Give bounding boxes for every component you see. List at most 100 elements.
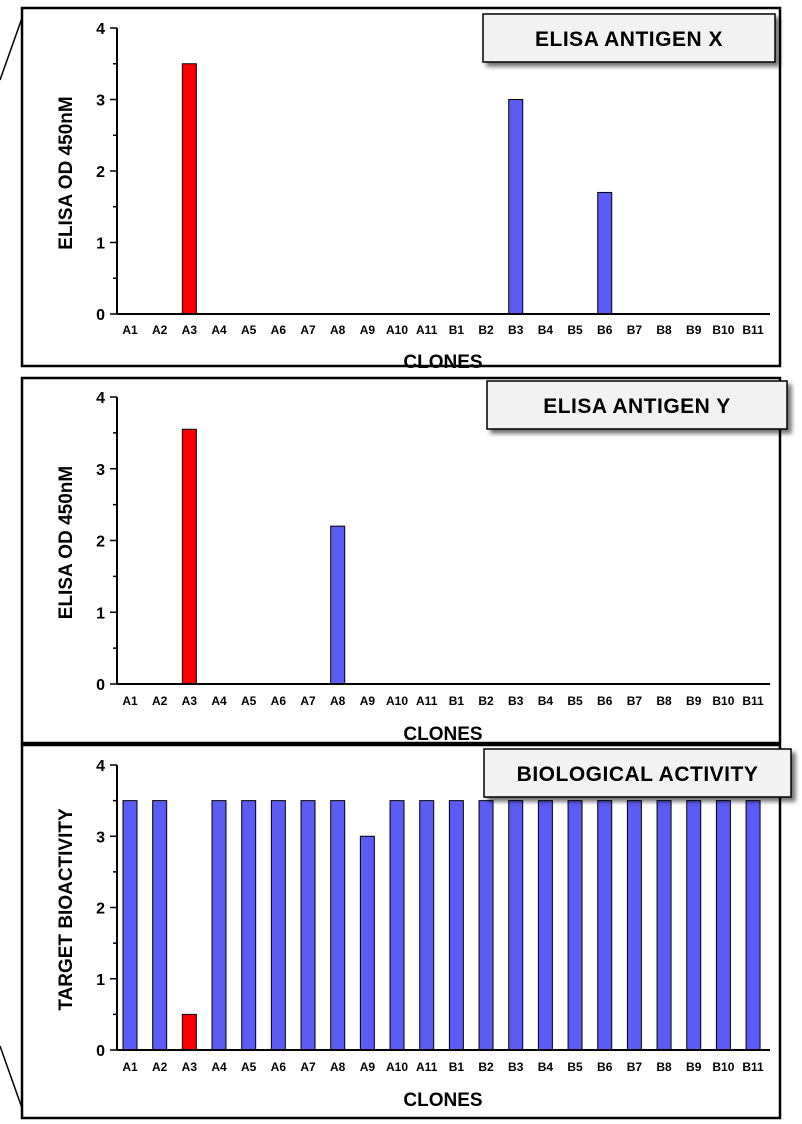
x-tick-label-B5: B5	[567, 323, 583, 337]
x-tick-label-B7: B7	[627, 1060, 643, 1074]
x-tick-label-B1: B1	[449, 323, 465, 337]
x-tick-label-B7: B7	[627, 694, 643, 708]
bar-A3	[181, 1013, 197, 1051]
x-tick-label-A11: A11	[416, 694, 438, 708]
bar-B6	[597, 191, 613, 315]
chart-title-box	[486, 380, 788, 430]
x-tick-label-B2: B2	[478, 694, 494, 708]
x-tick-label-B8: B8	[656, 323, 672, 337]
bar-B3	[508, 99, 524, 315]
bar-A6	[270, 800, 286, 1051]
x-tick-label-B2: B2	[478, 1060, 494, 1074]
x-tick-label-A4: A4	[211, 694, 227, 708]
bar-B4	[537, 800, 553, 1051]
x-tick-label-A1: A1	[122, 1060, 138, 1074]
bar-B3	[508, 800, 524, 1051]
x-tick-label-A4: A4	[211, 1060, 227, 1074]
x-tick-label-A9: A9	[360, 323, 376, 337]
bar-B9	[686, 800, 702, 1051]
bar-B1	[448, 800, 464, 1051]
chart-title-box	[482, 13, 776, 63]
x-tick-label-A1: A1	[122, 323, 138, 337]
y-tick-label: 4	[96, 390, 105, 407]
y-tick-label: 4	[96, 758, 105, 775]
bar-A3	[181, 63, 197, 315]
bar-B5	[567, 800, 583, 1051]
x-tick-label-A6: A6	[271, 1060, 287, 1074]
y-tick-label: 0	[96, 1043, 105, 1060]
y-axis-title: ELISA OD 450nM	[56, 466, 77, 619]
x-tick-label-A5: A5	[241, 323, 257, 337]
x-tick-label-B7: B7	[627, 323, 643, 337]
x-tick-label-A7: A7	[300, 694, 316, 708]
x-tick-label-A11: A11	[416, 323, 438, 337]
x-tick-label-A6: A6	[271, 694, 287, 708]
x-tick-label-B11: B11	[742, 694, 764, 708]
bar-B11	[745, 800, 761, 1051]
x-tick-label-A2: A2	[152, 323, 168, 337]
x-tick-label-B6: B6	[597, 1060, 613, 1074]
x-tick-label-B10: B10	[712, 323, 734, 337]
y-tick-label: 3	[96, 93, 105, 110]
x-tick-label-A6: A6	[271, 323, 287, 337]
bar-B8	[656, 800, 672, 1051]
bar-A10	[389, 800, 405, 1051]
x-tick-label-B9: B9	[686, 694, 702, 708]
y-tick-label: 2	[96, 534, 105, 551]
x-tick-label-A8: A8	[330, 694, 346, 708]
x-tick-label-B1: B1	[449, 694, 465, 708]
x-tick-label-B3: B3	[508, 323, 524, 337]
bar-A4	[211, 800, 227, 1051]
x-tick-label-A7: A7	[300, 1060, 316, 1074]
y-axis-title: ELISA OD 450nM	[56, 96, 77, 249]
y-tick-label: 0	[96, 307, 105, 324]
bar-A5	[241, 800, 257, 1051]
x-tick-label-B6: B6	[597, 323, 613, 337]
x-tick-label-B11: B11	[742, 1060, 764, 1074]
x-tick-label-A4: A4	[211, 323, 227, 337]
x-tick-label-B5: B5	[567, 1060, 583, 1074]
x-tick-label-A1: A1	[122, 694, 138, 708]
x-tick-label-A10: A10	[386, 323, 408, 337]
panel-frame	[20, 376, 782, 745]
x-tick-label-A7: A7	[300, 323, 316, 337]
bar-A8	[330, 800, 346, 1051]
x-tick-label-A10: A10	[386, 1060, 408, 1074]
chart-title: ELISA ANTIGEN X	[535, 28, 723, 51]
bar-A2	[152, 800, 168, 1051]
x-tick-label-B9: B9	[686, 323, 702, 337]
x-tick-label-A9: A9	[360, 1060, 376, 1074]
bar-A8	[330, 525, 346, 685]
x-tick-label-B8: B8	[656, 1060, 672, 1074]
x-tick-label-A5: A5	[241, 1060, 257, 1074]
x-tick-label-B8: B8	[656, 694, 672, 708]
x-tick-label-B9: B9	[686, 1060, 702, 1074]
zoom-guide-top	[0, 17, 23, 81]
zoom-guide-bottom	[0, 1045, 23, 1109]
x-tick-label-B5: B5	[567, 694, 583, 708]
x-tick-label-B3: B3	[508, 1060, 524, 1074]
bar-B7	[626, 800, 642, 1051]
y-tick-label: 4	[96, 21, 105, 38]
x-tick-label-A3: A3	[182, 323, 198, 337]
x-axis-title: CLONES	[403, 1090, 482, 1111]
bar-A7	[300, 800, 316, 1051]
chart-title-box	[483, 748, 792, 798]
panel-frame	[20, 743, 782, 1120]
x-tick-label-B4: B4	[538, 1060, 554, 1074]
x-axis-title: CLONES	[403, 724, 482, 745]
bar-A3	[181, 428, 197, 685]
x-tick-label-A8: A8	[330, 323, 346, 337]
bar-A1	[122, 800, 138, 1051]
chart-title: BIOLOGICAL ACTIVITY	[517, 763, 759, 786]
bar-B2	[478, 800, 494, 1051]
y-tick-label: 2	[96, 164, 105, 181]
x-tick-label-A5: A5	[241, 694, 257, 708]
bar-B10	[715, 800, 731, 1051]
x-tick-label-B6: B6	[597, 694, 613, 708]
y-axis-title: TARGET BIOACTIVITY	[56, 808, 77, 1011]
chart-panel-3: 0 1 2 3 4 A1 A2 A3 A4 A5 A6 A7 A8 A9 A10 A11 B1 B2 B3 B4 B5 B…	[20, 743, 792, 1120]
x-tick-label-A11: A11	[416, 1060, 438, 1074]
y-tick-label: 1	[96, 236, 105, 253]
